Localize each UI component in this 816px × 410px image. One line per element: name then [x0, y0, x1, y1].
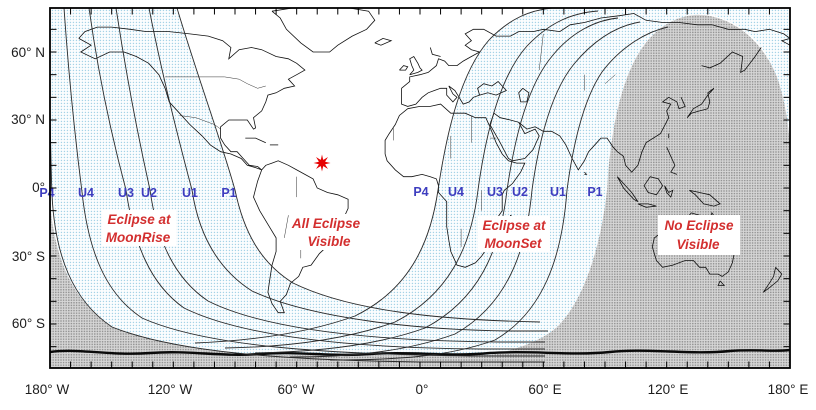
curve-u1-east-upper	[566, 26, 669, 191]
coastline-path	[245, 137, 266, 144]
coastlines	[78, 8, 790, 314]
contact-label-west-u3: U3	[118, 186, 134, 200]
contact-label-east-u2: U2	[512, 185, 528, 199]
coastline-path	[689, 189, 721, 207]
curve-u3-west	[88, 8, 545, 350]
coastline-path	[477, 80, 507, 96]
map-frame	[49, 7, 791, 369]
lat-label-30n: 30° N	[11, 112, 45, 127]
curve-u2-east-upper	[531, 21, 641, 191]
greatest-eclipse-star-icon	[313, 154, 331, 172]
contact-label-east-u4: U4	[448, 185, 464, 199]
label-box-no-eclipse	[658, 215, 740, 255]
region-label-none-line1: No Eclipse	[664, 218, 734, 233]
lon-label-180w: 180° W	[25, 382, 70, 397]
curve-p1-west	[176, 8, 541, 323]
region-label-boxes	[102, 210, 740, 255]
region-label-moonset-line2: MoonSet	[485, 236, 542, 251]
coastline-path	[374, 37, 393, 46]
lon-label-180e: 180° E	[768, 382, 809, 397]
coastline-path	[384, 103, 526, 268]
lon-label-0: 0°	[416, 382, 429, 397]
region-label-all-line2: Visible	[307, 234, 351, 249]
border-path	[538, 33, 544, 71]
region-label-moonrise-line2: MoonRise	[106, 230, 171, 245]
coastline-path	[762, 267, 783, 293]
curve-p4-east-lower	[194, 189, 439, 344]
coastline-path	[409, 55, 423, 76]
coastline-path	[253, 160, 349, 314]
region-label-all-line1: All Eclipse	[291, 216, 361, 231]
curve-u1-west	[148, 8, 548, 332]
coastline-path	[666, 147, 678, 175]
coastline-path	[651, 211, 735, 277]
coastline-path	[701, 47, 762, 74]
curve-u1-east-lower	[329, 189, 568, 361]
border-path	[179, 115, 221, 130]
region-label-none-line2: Visible	[676, 237, 720, 252]
border-path	[604, 74, 616, 84]
lon-label-60e: 60° E	[528, 382, 561, 397]
contact-label-west-p1: P1	[221, 186, 236, 200]
coastline-path	[401, 85, 480, 107]
curve-u4-east-upper	[477, 10, 599, 191]
contact-label-west-u4: U4	[78, 186, 94, 200]
region-label-moonrise-line1: Eclipse at	[107, 212, 171, 227]
curve-p4-east-upper	[437, 8, 553, 191]
lat-label-60s: 60° S	[12, 316, 45, 331]
lat-label-30s: 30° S	[12, 249, 45, 264]
axis-ticks	[49, 8, 791, 368]
coastline-path	[616, 176, 639, 202]
label-box-all-visible	[292, 214, 360, 250]
coastline-path	[584, 171, 588, 175]
curve-u4-east-lower	[224, 189, 479, 349]
contact-label-east-u1: U1	[550, 185, 566, 199]
coastline-path	[637, 203, 657, 208]
coastline-path	[780, 38, 790, 46]
contact-label-west-u2: U2	[141, 186, 157, 200]
lat-label-60n: 60° N	[11, 45, 45, 60]
coastline-path	[271, 8, 376, 53]
contact-label-east-p1: P1	[587, 185, 602, 199]
lon-label-60w: 60° W	[278, 382, 315, 397]
contact-label-east-u3: U3	[487, 185, 503, 199]
zone-no-eclipse-east	[436, 14, 790, 362]
lat-label-0: 0°	[32, 180, 45, 195]
coastline-path	[401, 13, 790, 89]
coastline-path	[78, 26, 306, 171]
curve-u2-west	[115, 8, 545, 343]
coastline-path	[518, 96, 686, 173]
contact-label-west-u1: U1	[182, 186, 198, 200]
border-path	[224, 76, 266, 89]
contact-label-east-p4: P4	[413, 185, 428, 199]
region-label-moonset-line1: Eclipse at	[482, 218, 546, 233]
border-path	[284, 215, 289, 238]
label-box-moonset	[478, 216, 550, 252]
sunburst-center	[318, 159, 326, 167]
coastline-path	[686, 87, 715, 118]
label-box-moonrise	[102, 210, 176, 246]
curve-u3-east-upper	[506, 17, 619, 191]
curve-u4-west	[63, 8, 545, 357]
lon-label-120e: 120° E	[648, 382, 689, 397]
coastline-path	[664, 185, 674, 198]
zone-eclipse-at-moonrise	[50, 8, 560, 362]
coastline-path	[643, 176, 664, 196]
coastline-path	[489, 112, 540, 162]
coastline-path	[429, 47, 441, 57]
coastline-path	[717, 280, 726, 286]
coastline-path	[518, 87, 530, 103]
zone-eclipse-at-moonset	[200, 8, 790, 362]
antarctica-coastline	[50, 348, 790, 357]
coastline-path	[399, 65, 409, 71]
lon-label-120w: 120° W	[148, 382, 193, 397]
